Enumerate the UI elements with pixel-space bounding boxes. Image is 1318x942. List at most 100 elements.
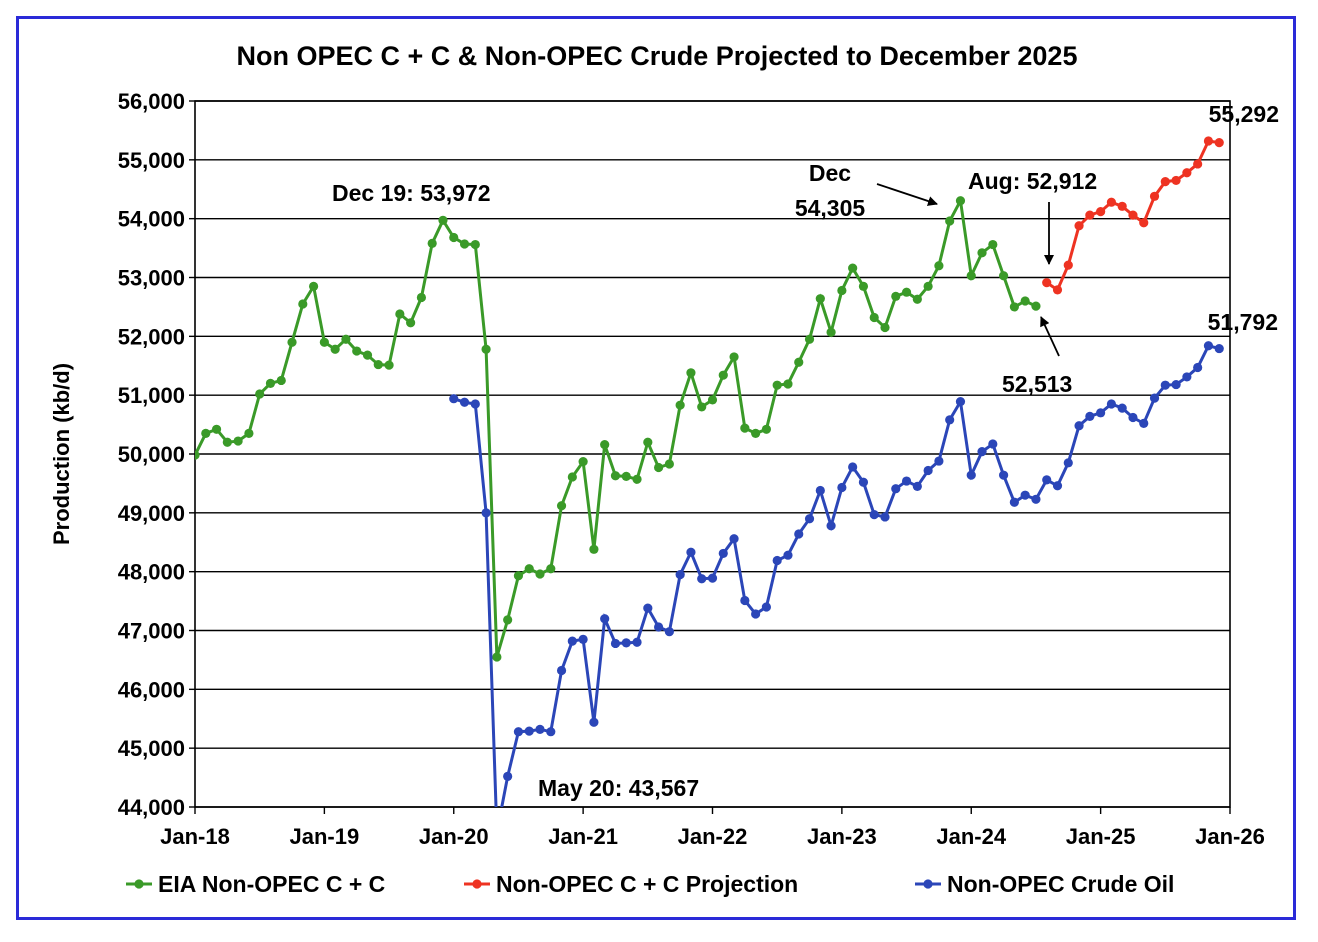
data-point [265,378,276,388]
data-point [524,726,534,736]
data-point [632,637,642,647]
data-point [880,322,890,333]
data-point [901,287,912,297]
x-tick-label: Jan-22 [678,824,748,849]
legend-label: Non-OPEC C + C Projection [496,871,798,897]
data-point [513,571,524,581]
data-point [945,415,955,425]
data-point [211,424,222,434]
data-point [1160,380,1170,390]
data-point [589,544,599,554]
data-point [481,508,491,518]
data-point [858,281,869,291]
data-point [794,357,804,367]
annotation-label: Aug: 52,912 [968,168,1097,194]
annotation-label: 54,305 [795,195,866,221]
annotation-label: 55,292 [1209,101,1279,127]
data-point [1171,379,1181,390]
data-point [1128,412,1138,423]
data-point [384,360,394,370]
data-point [955,196,966,206]
data-point [578,634,588,644]
annotation-label: May 20: 43,567 [538,775,699,801]
data-point [233,436,243,446]
data-point [772,380,782,390]
data-point [492,652,502,662]
legend-swatch-marker [472,879,482,889]
x-tick-label: Jan-20 [419,824,489,849]
data-point [977,248,987,258]
data-point [912,481,922,491]
data-point [880,512,890,522]
data-point [977,447,987,457]
data-point [686,547,696,557]
y-tick-label: 49,000 [118,501,185,526]
data-point [341,334,351,344]
data-point [287,337,297,347]
data-point [794,529,804,539]
y-tick-label: 46,000 [118,677,185,702]
data-point [653,622,664,632]
y-axis-label: Production (kb/d) [49,363,74,545]
data-point [923,465,933,476]
annotations: Dec 19: 53,972 May 20: 43,567 Dec 54,305 Aug… [332,101,1279,801]
data-point [1096,408,1106,418]
data-point [395,309,405,319]
data-point [643,437,653,447]
data-point [589,717,599,727]
data-point [955,397,966,407]
data-point [718,370,728,380]
y-tick-label: 53,000 [118,266,185,291]
data-point [1203,136,1214,146]
data-point [222,437,232,447]
data-point [772,555,782,566]
data-point [1096,207,1106,217]
series-group [195,136,1224,807]
data-point [988,439,998,449]
data-point [1106,399,1117,409]
data-point [783,379,793,389]
data-point [707,395,718,405]
data-point [988,239,998,250]
data-point [675,570,685,580]
data-point [610,638,621,649]
data-point [718,548,728,559]
data-point [524,564,534,574]
data-point [1117,403,1127,413]
data-point [815,294,825,304]
x-tick-label: Jan-24 [936,824,1006,849]
data-point [556,665,567,676]
legend-swatch-marker [923,879,933,889]
data-point [1139,218,1149,228]
data-point [934,456,944,466]
data-point [373,359,383,370]
x-tick-label: Jan-18 [160,824,230,849]
data-point [459,239,470,249]
data-point [201,428,211,439]
data-point [966,470,976,480]
data-point [1074,221,1084,231]
data-point [1085,411,1095,421]
data-point [869,509,879,520]
series-line [195,195,1037,658]
data-point [1052,285,1063,295]
legend-swatch-marker [134,879,144,889]
data-point [804,334,815,344]
data-point [1149,191,1160,201]
data-point [1106,197,1117,207]
data-point [195,450,200,460]
data-point [858,477,869,487]
data-point [1203,341,1214,351]
annotation-arrow [1040,316,1060,357]
legend-item: Non-OPEC C + C Projection [464,871,798,897]
data-point [966,271,976,281]
data-point [438,215,448,225]
data-point [697,574,707,584]
data-point [276,375,286,386]
annotation-label: 51,792 [1208,309,1278,335]
data-point [546,564,556,574]
data-point [751,609,761,619]
data-point [244,428,254,439]
grid [195,100,1230,808]
y-tick-label: 55,000 [118,148,185,173]
